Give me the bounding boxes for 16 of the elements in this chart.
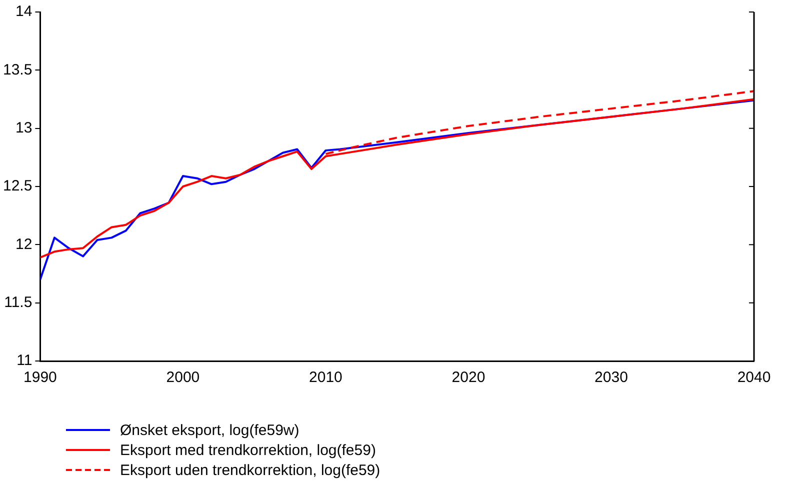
y-tick-label: 11.5	[4, 294, 32, 311]
legend-label: Ønsket eksport, log(fe59w)	[120, 422, 300, 438]
y-tick-label: 14	[16, 3, 32, 20]
x-tick-label: 2000	[166, 369, 200, 386]
legend-label: Eksport uden trendkorrektion, log(fe59)	[120, 462, 380, 478]
legend-label: Eksport med trendkorrektion, log(fe59)	[120, 442, 376, 458]
y-tick-label: 12.5	[2, 178, 32, 195]
y-tick-label: 12	[16, 236, 32, 253]
x-tick-label: 2020	[452, 369, 486, 386]
x-tick-label: 2010	[309, 369, 342, 386]
x-tick-label: 1990	[24, 369, 57, 386]
y-tick-label: 13	[16, 119, 32, 136]
x-tick-label: 2030	[594, 369, 628, 386]
y-tick-label: 11	[16, 352, 32, 370]
x-tick-label: 2040	[737, 369, 771, 386]
y-tick-label: 13.5	[2, 61, 32, 78]
